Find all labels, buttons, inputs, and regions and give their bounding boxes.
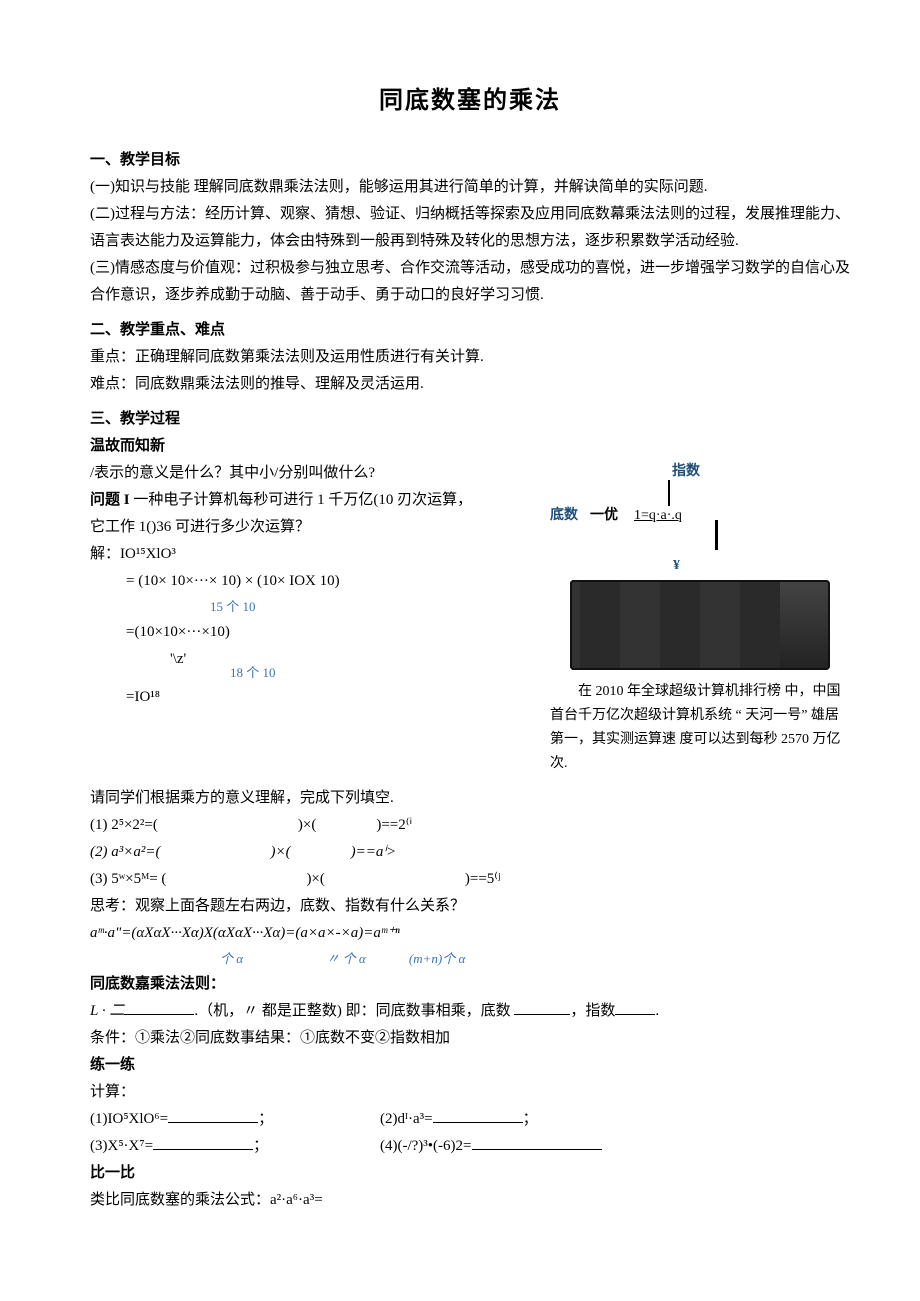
- diagram-vline-top: [668, 480, 670, 506]
- rule-body: L · 二.（机，〃 都是正整数) 即：同底数事相乘，底数 ，指数.: [90, 998, 850, 1025]
- practice-sub: 计算：: [90, 1079, 850, 1106]
- diagram-expr: 1=q·a·.q: [634, 504, 682, 528]
- warm-up-head: 温故而知新: [90, 433, 850, 460]
- s1-p3: (三)情感态度与价值观：过积极参与独立思考、合作交流等活动，感受成功的喜悦，进一…: [90, 255, 850, 309]
- s2-p2: 难点：同底数鼎乘法法则的推导、理解及灵活运用.: [90, 371, 850, 398]
- label-dishu: 底数: [550, 504, 578, 528]
- supercomputer-image: [570, 580, 830, 670]
- think-line: 思考：观察上面各题左右两边，底数、指数有什么关系？: [90, 893, 850, 920]
- image-caption: 在 2010 年全球超级计算机排行榜 中，中国首台千万亿次超级计算机系统 “ 天…: [550, 680, 850, 775]
- problem-label: 问题 I: [90, 492, 133, 508]
- compare-body: 类比同底数塞的乘法公式：a²·a⁶·a³=: [90, 1187, 850, 1214]
- blank-3: [615, 999, 655, 1015]
- blank-p1: [168, 1107, 258, 1123]
- section-1-head: 一、教学目标: [90, 147, 850, 174]
- blank-p4: [472, 1134, 602, 1150]
- exponent-diagram: 指数 底数 一优 1=q·a·.q ¥: [550, 460, 810, 570]
- fill-intro: 请同学们根据乘方的意义理解，完成下列填空.: [90, 785, 850, 812]
- s2-p1: 重点：正确理解同底数第乘法法则及运用性质进行有关计算.: [90, 344, 850, 371]
- practice-row-2: (3)X⁵·X⁷=； (4)(-/?)³•(-6)2=: [90, 1133, 850, 1160]
- practice-row-1: (1)IO⁵XlO⁶=； (2)dᴵ·a³=；: [90, 1106, 850, 1133]
- fill-3: (3) 5ʷ×5ᴹ= ()×()==5⁽ʲ: [90, 866, 850, 893]
- page-title: 同底数塞的乘法: [90, 80, 850, 123]
- diagram-vline-bottom: [715, 520, 718, 550]
- problem-text-a: 一种电子计算机每秒可进行 1 千万亿(10 刃次运算，: [133, 492, 472, 508]
- fill-2: (2) a³×a²=()×()==aⁱ>: [90, 839, 850, 866]
- blank-p3: [153, 1134, 253, 1150]
- derivation: aᵐ·a"=(αXαX···Xα)X(αXαX···Xα)=(a×a×-×a)=…: [90, 920, 850, 947]
- blank-1: [124, 999, 194, 1015]
- rule-condition: 条件：①乘法②同底数事结果：①底数不变②指数相加: [90, 1025, 850, 1052]
- blank-p2: [433, 1107, 523, 1123]
- blank-2: [514, 999, 570, 1015]
- label-zhishu: 指数: [672, 460, 700, 484]
- section-2-head: 二、教学重点、难点: [90, 317, 850, 344]
- label-you: 一优: [590, 504, 618, 528]
- fill-1: (1) 2⁵×2²=()×()==2⁽ⁱ: [90, 812, 850, 839]
- compare-head: 比一比: [90, 1160, 850, 1187]
- derivation-braces: 个 α 〃 个 α (m+n)个 α: [90, 947, 850, 970]
- s1-p2: (二)过程与方法：经历计算、观察、猜想、验证、归纳概括等探索及应用同底数幕乘法法…: [90, 201, 850, 255]
- label-yen: ¥: [673, 554, 680, 578]
- right-column: 指数 底数 一优 1=q·a·.q ¥ 在 2010 年全球超级计算机排行榜 中…: [550, 460, 850, 775]
- rule-head: 同底数嘉乘法法则：: [90, 971, 850, 998]
- practice-head: 练一练: [90, 1052, 850, 1079]
- s1-p1: (一)知识与技能 理解同底数鼎乘法法则，能够运用其进行简单的计算，并解诀简单的实…: [90, 174, 850, 201]
- section-3-head: 三、教学过程: [90, 406, 850, 433]
